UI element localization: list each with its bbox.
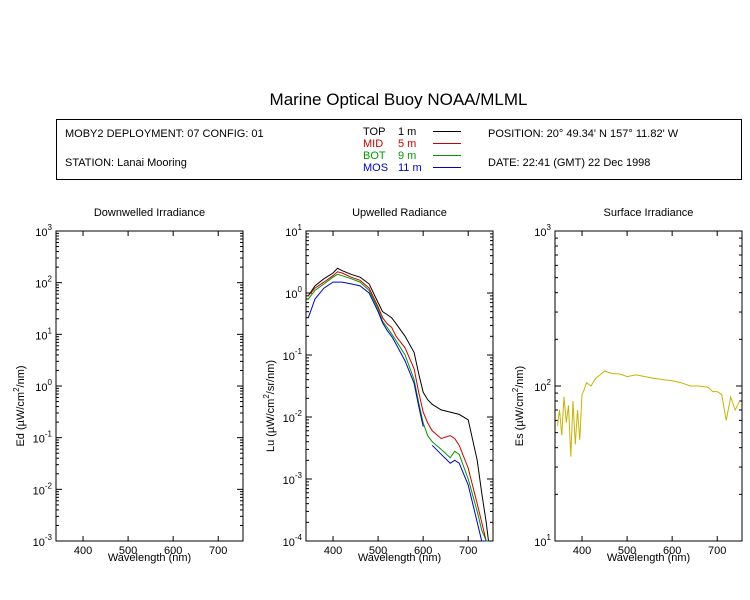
y-tick-label: 10-3 <box>33 533 53 549</box>
y-axis-label: Lu (µW/cm2/sr/nm) <box>262 360 277 452</box>
x-tick-label: 600 <box>414 545 432 557</box>
x-tick-label: 500 <box>618 545 636 557</box>
plot-frame <box>554 230 743 542</box>
y-axis-label: Ed (µW/cm2/nm) <box>12 365 27 446</box>
series-line <box>556 370 741 457</box>
chart-title: Marine Optical Buoy NOAA/MLML <box>269 90 528 109</box>
y-tick-label: 103 <box>534 223 551 239</box>
y-tick-label: 102 <box>534 378 551 394</box>
panel-title: Surface Irradiance <box>604 207 694 219</box>
legend-swatch <box>433 155 461 156</box>
legend-depth: 9 m <box>398 150 417 162</box>
x-axis-label: Wavelength (nm) <box>607 552 690 564</box>
y-tick-label: 101 <box>534 533 551 549</box>
y-tick-label: 10-3 <box>283 471 303 487</box>
info-box: MOBY2 DEPLOYMENT: 07 CONFIG: 01 STATION:… <box>56 119 742 180</box>
legend-name: MID <box>363 138 384 150</box>
legend-name: BOT <box>363 150 386 162</box>
panel-title: Downwelled Irradiance <box>94 207 205 219</box>
panel-title: Upwelled Radiance <box>352 207 447 219</box>
station-text: STATION: Lanai Mooring <box>65 157 187 169</box>
y-tick-label: 101 <box>285 223 302 239</box>
plot-frame <box>305 230 494 542</box>
x-tick-label: 700 <box>459 545 477 557</box>
series-line <box>307 281 424 427</box>
series-line <box>307 273 489 542</box>
x-tick-label: 500 <box>119 545 137 557</box>
legend-swatch <box>433 143 461 144</box>
x-tick-label: 700 <box>209 545 227 557</box>
y-tick-label: 10-1 <box>33 430 53 446</box>
y-tick-label: 100 <box>285 285 302 301</box>
legend-swatch <box>433 167 461 168</box>
legend-depth: 1 m <box>398 126 417 138</box>
x-axis-label: Wavelength (nm) <box>358 552 441 564</box>
x-tick-label: 400 <box>324 545 342 557</box>
y-tick-label: 10-4 <box>283 533 303 549</box>
y-tick-label: 10-1 <box>283 347 303 363</box>
y-tick-label: 103 <box>35 223 52 239</box>
series-line <box>307 267 489 542</box>
y-axis-label: Es (µW/cm2/nm) <box>511 366 526 446</box>
series-line <box>307 271 489 542</box>
x-tick-label: 700 <box>708 545 726 557</box>
date-text: DATE: 22:41 (GMT) 22 Dec 1998 <box>488 157 651 169</box>
x-tick-label: 600 <box>663 545 681 557</box>
legend-depth: 5 m <box>398 138 417 150</box>
plot-frame <box>55 230 244 542</box>
x-tick-label: 400 <box>573 545 591 557</box>
x-tick-label: 400 <box>74 545 92 557</box>
x-tick-label: 600 <box>164 545 182 557</box>
x-tick-label: 500 <box>369 545 387 557</box>
y-tick-label: 10-2 <box>283 409 303 425</box>
legend-name: TOP <box>363 126 386 138</box>
legend-depth: 11 m <box>398 162 422 174</box>
y-tick-label: 102 <box>35 275 52 291</box>
series-line <box>431 444 487 542</box>
legend-name: MOS <box>363 162 389 174</box>
y-tick-label: 10-2 <box>33 481 53 497</box>
x-axis-label: Wavelength (nm) <box>108 552 191 564</box>
y-tick-label: 101 <box>35 326 52 342</box>
legend-swatch <box>433 131 461 132</box>
position-text: POSITION: 20° 49.34' N 157° 11.82' W <box>488 128 679 140</box>
deployment-text: MOBY2 DEPLOYMENT: 07 CONFIG: 01 <box>65 128 264 140</box>
y-tick-label: 100 <box>35 378 52 394</box>
